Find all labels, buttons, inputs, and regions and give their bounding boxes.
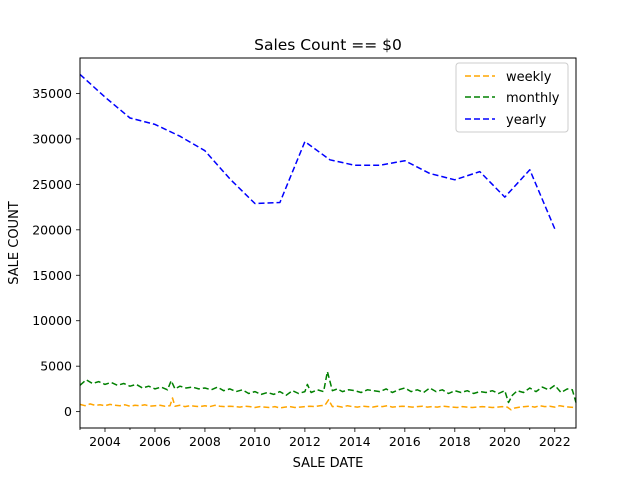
x-tick-label: 2012: [289, 434, 321, 449]
series-line-weekly: [79, 397, 575, 411]
x-tick-label: 2010: [239, 434, 271, 449]
y-tick-label: 10000: [32, 313, 72, 328]
legend-label-weekly: weekly: [506, 70, 552, 85]
y-tick-label: 0: [64, 404, 72, 419]
x-tick-label: 2008: [189, 434, 221, 449]
y-axis-ticks: 0 5000 10000 15000 20000 25000 30000 35000: [32, 86, 80, 419]
x-tick-label: 2022: [539, 434, 571, 449]
legend: weekly monthly yearly: [455, 62, 569, 133]
legend-label-yearly: yearly: [506, 113, 547, 128]
x-tick-label: 2004: [89, 434, 121, 449]
chart-title: Sales Count == $0: [254, 36, 402, 54]
series-layer: [79, 73, 577, 411]
plot-frame: [79, 57, 577, 429]
y-tick-label: 35000: [32, 86, 72, 101]
x-tick-label: 2016: [389, 434, 421, 449]
x-tick-label: 2006: [139, 434, 171, 449]
legend-box: [455, 62, 569, 133]
legend-label-monthly: monthly: [506, 91, 560, 106]
x-axis-label: SALE DATE: [293, 456, 364, 471]
y-tick-label: 25000: [32, 177, 72, 192]
series-line-yearly: [79, 73, 556, 230]
y-tick-label: 20000: [32, 222, 72, 237]
x-tick-label: 2014: [339, 434, 371, 449]
y-tick-label: 30000: [32, 131, 72, 146]
series-line-monthly: [79, 370, 577, 404]
x-tick-label: 2018: [439, 434, 471, 449]
y-axis-label: SALE COUNT: [7, 201, 22, 285]
y-tick-label: 5000: [40, 359, 72, 374]
x-tick-label: 2020: [489, 434, 521, 449]
y-tick-label: 15000: [32, 268, 72, 283]
x-axis-ticks: 2004 2006 2008 2010 2012 2014 2016 2018 2020 2022: [79, 428, 571, 449]
